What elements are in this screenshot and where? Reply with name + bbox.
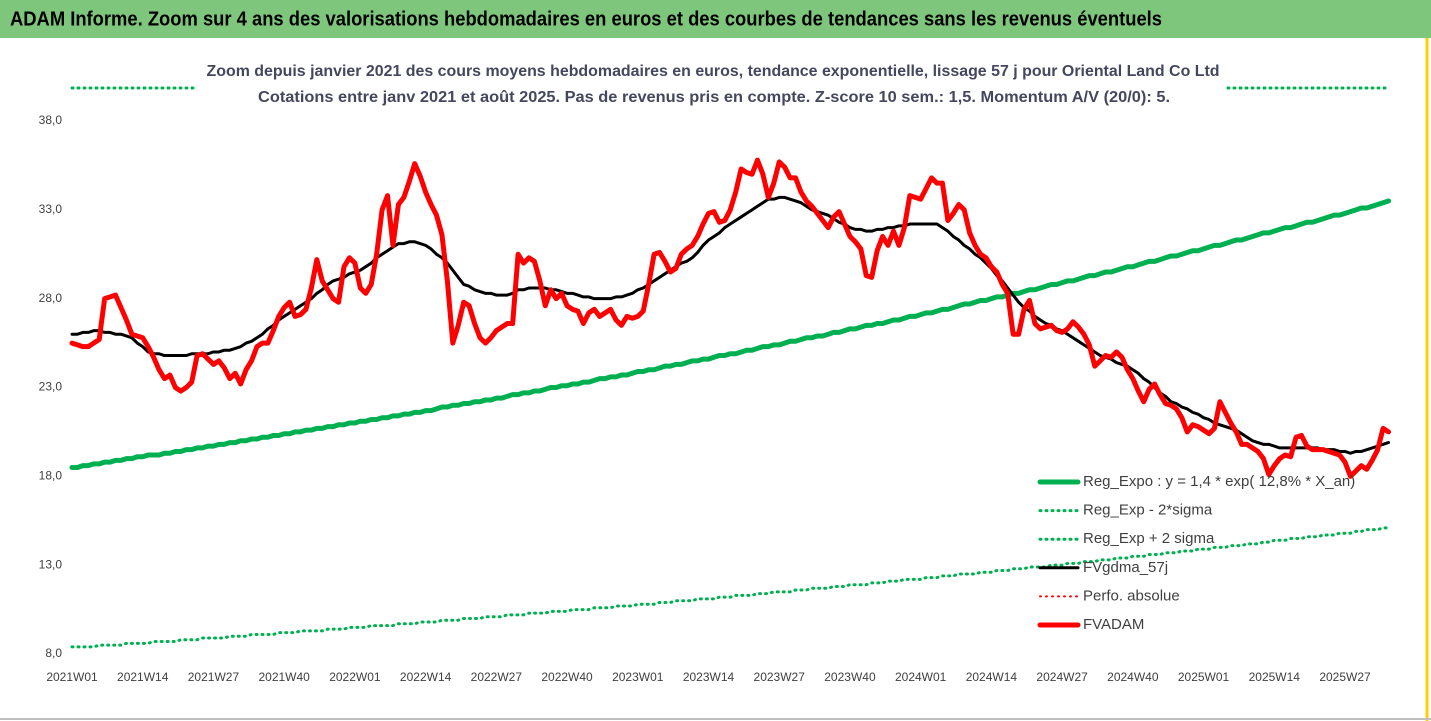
- series-line: [69, 157, 1392, 479]
- x-tick-label: 2024W40: [1107, 670, 1159, 684]
- series-line: [69, 198, 1392, 470]
- x-tick-label: 2022W27: [471, 670, 523, 684]
- legend-label: Reg_Expo : y = 1,4 * exp( 12,8% * X_an): [1083, 473, 1355, 490]
- x-tick-label: 2022W14: [400, 670, 452, 684]
- x-tick-label: 2025W01: [1178, 670, 1230, 684]
- series-line: [70, 526, 1391, 649]
- x-tick-label: 2023W01: [612, 670, 664, 684]
- x-tick-label: 2023W14: [683, 670, 735, 684]
- x-tick-label: 2021W14: [117, 670, 169, 684]
- x-tick-label: 2021W40: [258, 670, 310, 684]
- legend-label: FVADAM: [1083, 616, 1144, 633]
- y-tick-label: 38,0: [39, 113, 63, 127]
- legend-label: Reg_Exp + 2 sigma: [1083, 530, 1215, 547]
- x-tick-label: 2025W14: [1249, 670, 1301, 684]
- x-tick-label: 2021W01: [46, 670, 98, 684]
- x-tick-label: 2023W27: [754, 670, 806, 684]
- x-tick-label: 2022W01: [329, 670, 381, 684]
- page-title: ADAM Informe. Zoom sur 4 ans des valoris…: [10, 8, 1162, 30]
- x-tick-label: 2023W40: [824, 670, 876, 684]
- x-tick-label: 2021W27: [188, 670, 240, 684]
- chart-subtitle: Cotations entre janv 2021 et août 2025. …: [258, 89, 1170, 106]
- y-tick-label: 18,0: [39, 469, 63, 483]
- x-tick-label: 2024W14: [966, 670, 1018, 684]
- y-tick-label: 33,0: [39, 202, 63, 216]
- legend-label: Reg_Exp - 2*sigma: [1083, 502, 1213, 519]
- x-tick-label: 2022W40: [541, 670, 593, 684]
- header-banner: [0, 0, 1431, 38]
- x-tick-label: 2024W01: [895, 670, 947, 684]
- legend-label: Perfo. absolue: [1083, 587, 1180, 604]
- chart-title: Zoom depuis janvier 2021 des cours moyen…: [207, 63, 1220, 80]
- legend-label: FVgdma_57j: [1083, 559, 1168, 576]
- y-tick-label: 28,0: [39, 291, 63, 305]
- y-tick-label: 13,0: [39, 557, 63, 571]
- y-tick-label: 23,0: [39, 380, 63, 394]
- x-tick-label: 2025W27: [1319, 670, 1371, 684]
- x-tick-label: 2024W27: [1036, 670, 1088, 684]
- y-tick-label: 8,0: [45, 646, 62, 660]
